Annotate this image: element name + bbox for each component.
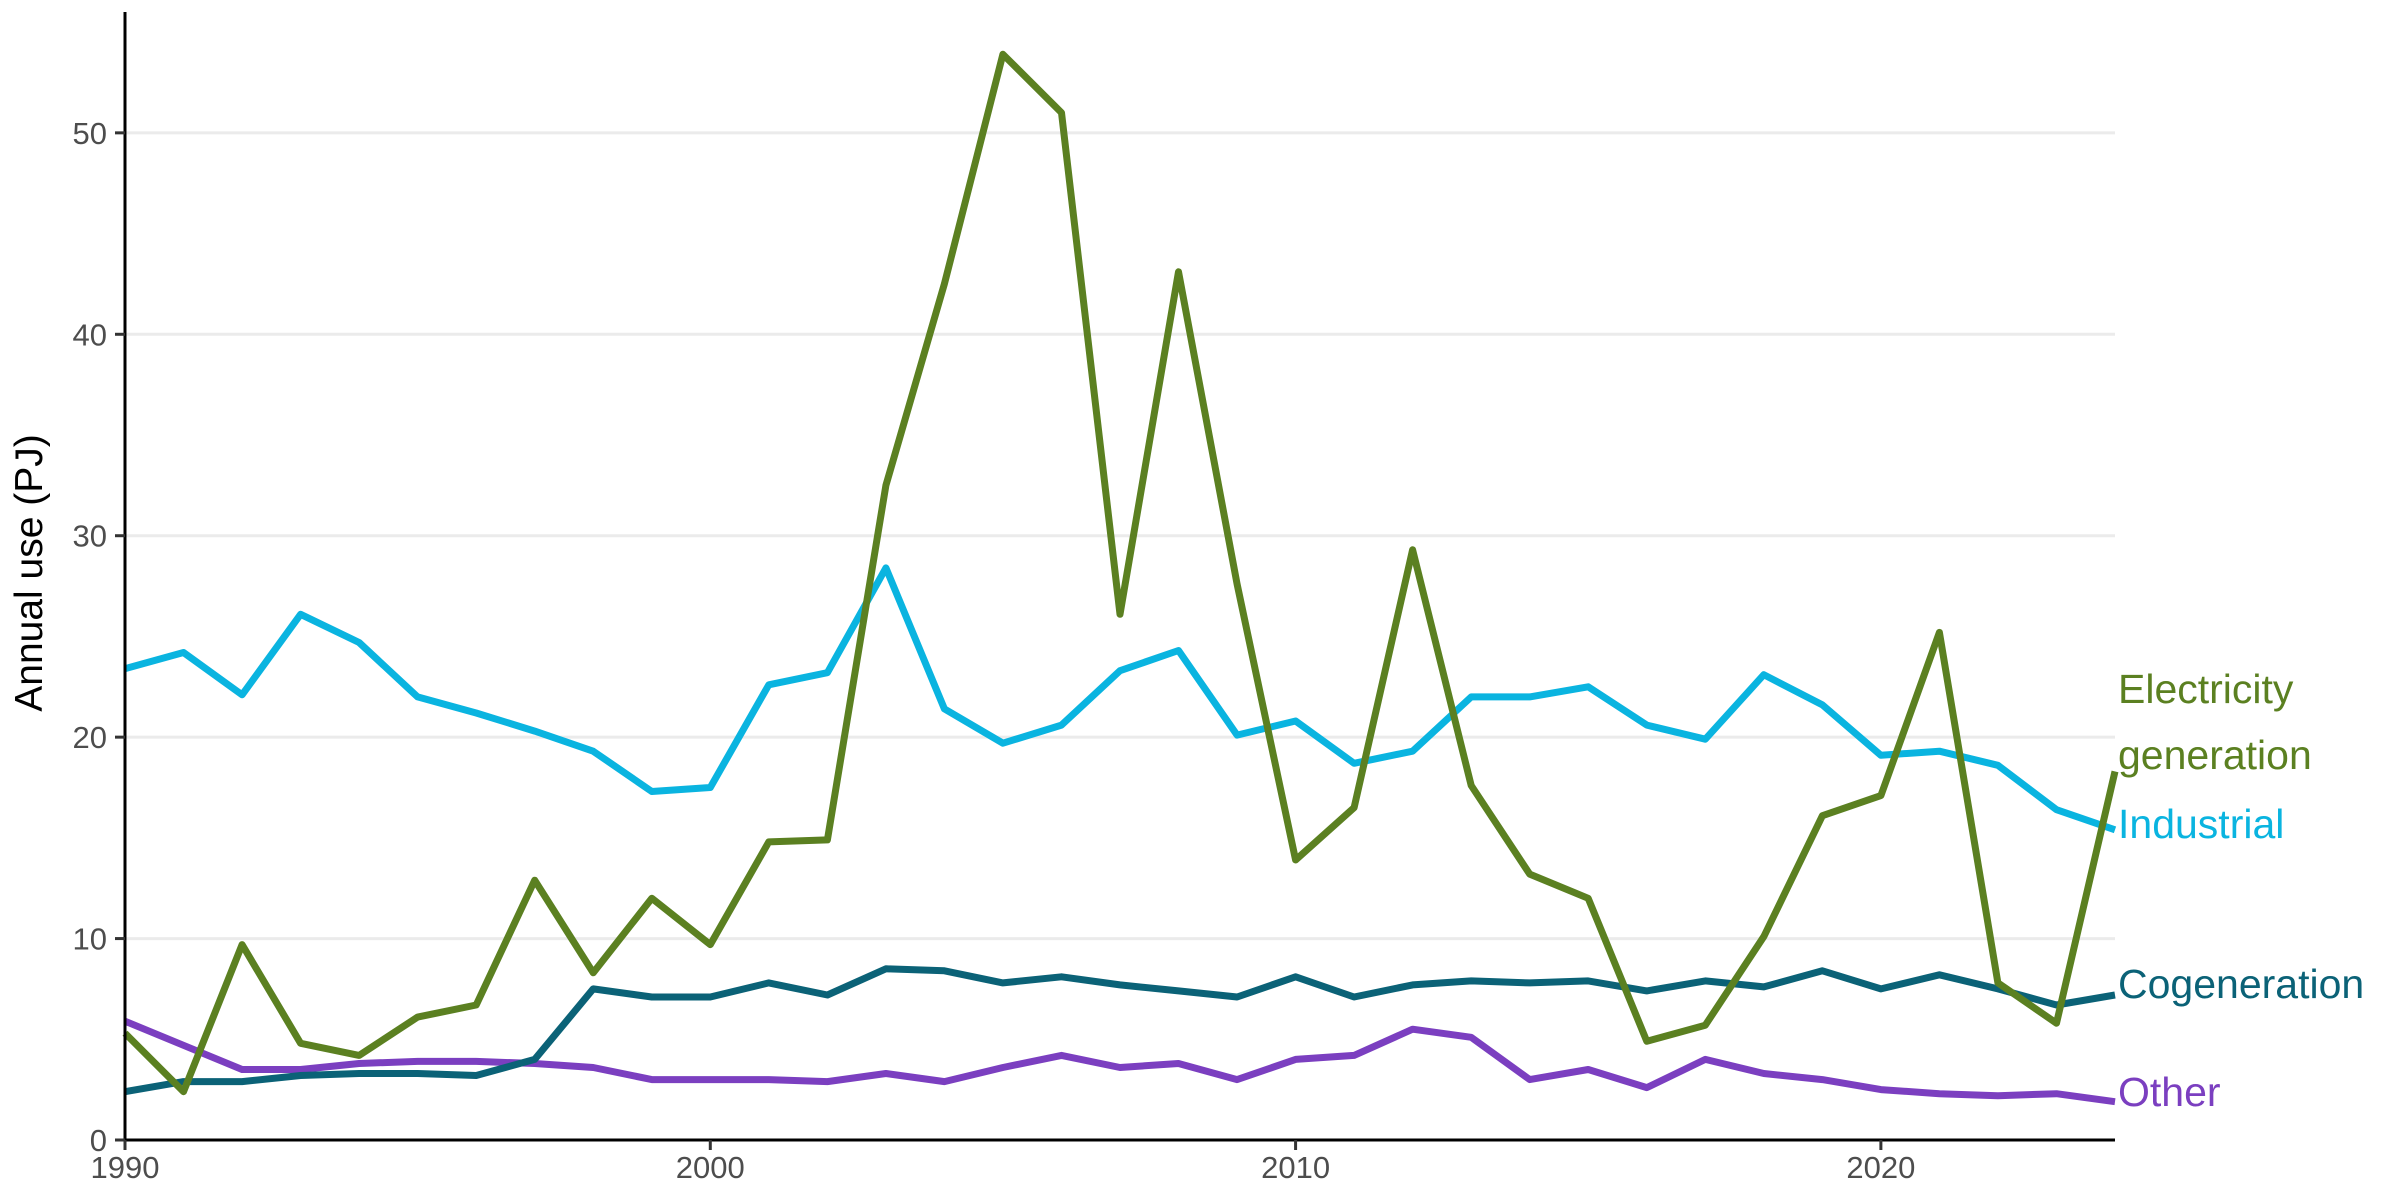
- series-line-electricity-generation: [122, 50, 2119, 1096]
- x-tick-label-2010: 2010: [1261, 1150, 1330, 1185]
- y-tick-label-0: 0: [90, 1123, 107, 1158]
- y-tick-label-30: 30: [73, 519, 107, 554]
- series-label-other: Other: [2118, 1069, 2221, 1115]
- series-line-industrial: [124, 564, 2117, 834]
- series-label-cogeneration: Cogeneration: [2118, 961, 2364, 1007]
- series-label-industrial: Industrial: [2118, 801, 2284, 847]
- y-tick-label-40: 40: [73, 317, 107, 352]
- series-label-electricity-generation: Electricity generation: [2118, 666, 2312, 778]
- y-tick-label-10: 10: [73, 922, 107, 957]
- series-line-cogeneration: [124, 965, 2116, 1096]
- y-tick-label-50: 50: [73, 116, 107, 151]
- axes: [123, 12, 2115, 1142]
- series-labels: Industrial Electricity generation Cogenerat…: [2118, 666, 2364, 1115]
- x-tick-label-2000: 2000: [676, 1150, 745, 1185]
- series-line-other: [123, 1017, 2116, 1106]
- grid-lines: [125, 131, 2115, 941]
- axis-ticks: 0 10 20 30 40 50 1990 2000 2010 2020: [73, 116, 1916, 1185]
- x-tick-label-1990: 1990: [91, 1150, 160, 1185]
- y-tick-label-20: 20: [73, 720, 107, 755]
- series-lines: [122, 50, 2119, 1106]
- x-tick-label-2020: 2020: [1846, 1150, 1915, 1185]
- y-axis-title: Annual use (PJ): [8, 434, 51, 711]
